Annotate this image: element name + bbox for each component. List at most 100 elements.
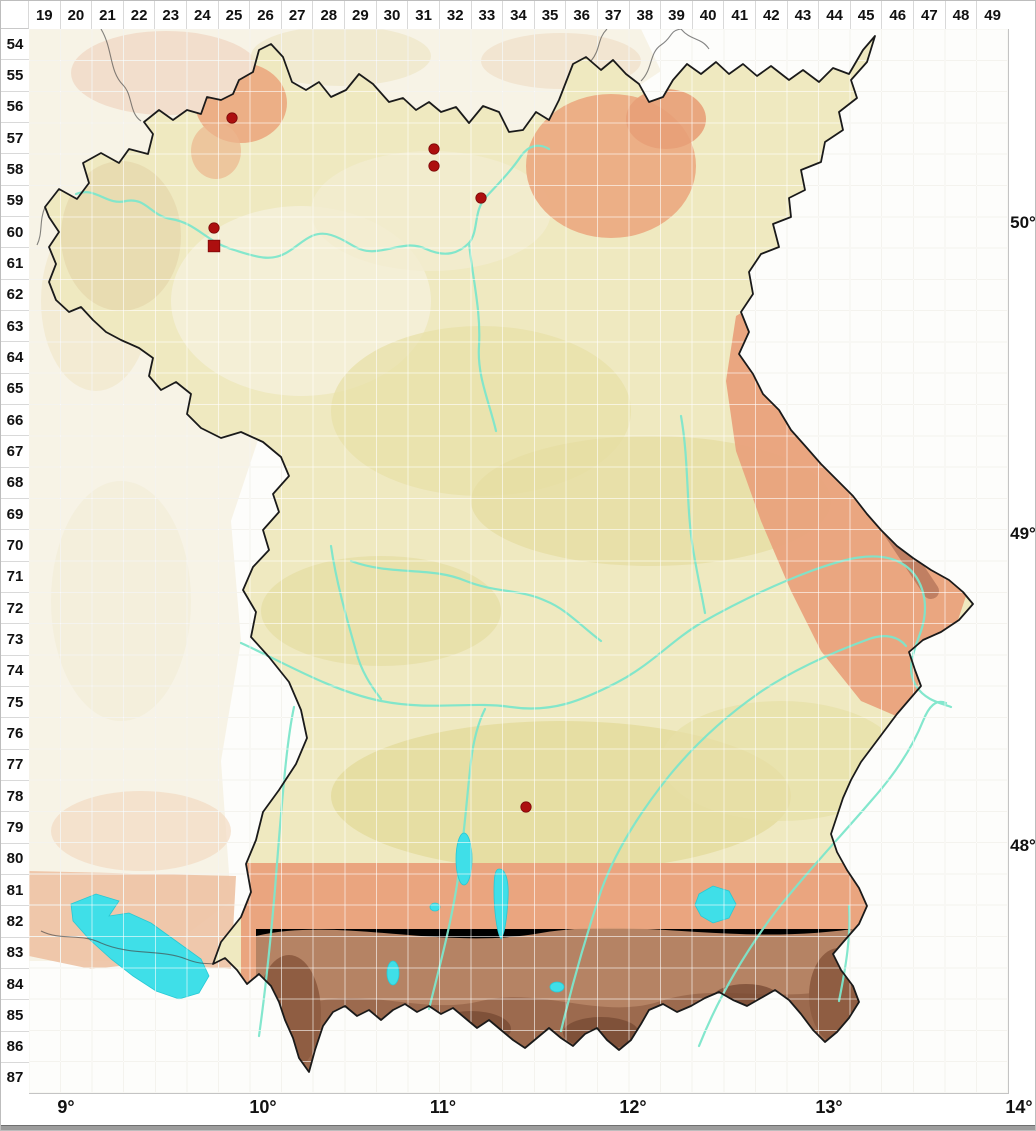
grid-row-label: 84 <box>1 967 29 1000</box>
grid-row-label: 83 <box>1 936 29 968</box>
grid-row-label: 71 <box>1 560 29 592</box>
longitude-label: 11° <box>429 1097 457 1117</box>
grid-row-label: 79 <box>1 811 29 843</box>
river-salzach <box>837 904 851 1003</box>
longitude-axis: 9° 10° 11° 12° 13° 14° <box>1 1094 1035 1125</box>
grid-row-label: 73 <box>1 623 29 655</box>
grid-row-label: 63 <box>1 309 29 342</box>
grid-row-label: 81 <box>1 873 29 906</box>
longitude-label: 13° <box>815 1097 843 1117</box>
grid-column-label: 26 <box>249 1 281 29</box>
grid-lines-inner <box>29 29 1008 1093</box>
longitude-label: 14° <box>1005 1097 1033 1117</box>
grid-column-label: 34 <box>502 1 534 29</box>
river-main <box>74 144 551 259</box>
grid-row-label: 60 <box>1 215 29 248</box>
lake-walchensee <box>549 981 565 993</box>
occurrence-marker-square <box>207 239 221 253</box>
grid-row-label: 77 <box>1 748 29 780</box>
grid-row-label: 61 <box>1 247 29 279</box>
grid-column-label: 36 <box>565 1 597 29</box>
grid-column-label: 45 <box>849 1 882 29</box>
longitude-label: 10° <box>249 1097 277 1117</box>
grid-column-label: 27 <box>280 1 313 29</box>
grid-corner-cell <box>1 1 29 29</box>
grid-column-label: 47 <box>913 1 945 29</box>
latitude-axis: 50° 49° 48° <box>1009 29 1036 1093</box>
grid-column-label: 23 <box>154 1 187 29</box>
grid-column-label: 46 <box>881 1 914 29</box>
occurrence-markers <box>207 112 532 813</box>
occurrence-marker-circle <box>226 112 238 124</box>
river-inn <box>697 700 948 1048</box>
grid-column-label: 38 <box>628 1 661 29</box>
grid-column-label: 43 <box>786 1 819 29</box>
grid-column-label: 29 <box>344 1 376 29</box>
grid-row-label: 86 <box>1 1030 29 1062</box>
occurrence-marker-circle <box>208 222 220 234</box>
lake-ammersee <box>455 832 473 886</box>
grid-column-label: 39 <box>660 1 692 29</box>
grid-row-label: 66 <box>1 403 29 436</box>
grid-row-label: 76 <box>1 717 29 749</box>
bottom-scrollbar-track <box>1 1125 1035 1130</box>
latitude-label: 49° <box>1010 524 1036 543</box>
grid-column-label: 42 <box>755 1 787 29</box>
map-area[interactable] <box>29 29 1009 1094</box>
grid-row-label: 80 <box>1 842 29 874</box>
grid-row-label: 65 <box>1 372 29 404</box>
grid-row-label: 55 <box>1 59 29 91</box>
river-woernitz <box>329 544 383 701</box>
occurrence-marker-circle <box>475 192 487 204</box>
grid-row-label: 75 <box>1 685 29 718</box>
bavaria-relief-map[interactable] <box>29 29 1008 1093</box>
grid-row-label: 62 <box>1 278 29 310</box>
latitude-label: 50° <box>1010 213 1036 232</box>
grid-row-label: 78 <box>1 779 29 812</box>
grid-row-label: 68 <box>1 466 29 498</box>
grid-column-label: 20 <box>59 1 92 29</box>
lake-chiemsee <box>694 885 737 924</box>
grid-column-label: 41 <box>723 1 756 29</box>
grid-column-label: 44 <box>818 1 850 29</box>
grid-column-label: 22 <box>122 1 155 29</box>
grid-row-header-column: 54 55 56 57 58 59 60 61 62 63 64 65 66 67 68 69 70 71 72 73… <box>1 29 30 1094</box>
grid-column-label: 32 <box>438 1 471 29</box>
grid-column-label: 25 <box>217 1 250 29</box>
grid-column-label: 31 <box>407 1 439 29</box>
grid-row-label: 59 <box>1 184 29 216</box>
occurrence-marker-circle <box>428 143 440 155</box>
grid-row-label: 87 <box>1 1061 29 1094</box>
grid-row-label: 74 <box>1 654 29 686</box>
grid-row-label: 64 <box>1 341 29 373</box>
grid-column-label: 21 <box>91 1 123 29</box>
grid-row-label: 56 <box>1 90 29 122</box>
river-altmuehl <box>349 559 603 643</box>
grid-column-label: 24 <box>186 1 218 29</box>
grid-row-label: 82 <box>1 905 29 937</box>
river-danube <box>239 555 953 710</box>
longitude-label: 9° <box>57 1097 75 1117</box>
grid-column-label: 49 <box>976 1 1008 29</box>
grid-column-label: 48 <box>944 1 977 29</box>
grid-row-label: 69 <box>1 497 29 530</box>
lake-staffelsee <box>429 902 441 912</box>
lake-bodensee <box>70 893 210 1000</box>
grid-column-label: 35 <box>533 1 566 29</box>
grid-row-label: 67 <box>1 435 29 467</box>
lake-forggensee <box>386 960 400 986</box>
grid-column-label: 28 <box>312 1 345 29</box>
river-regnitz <box>467 241 498 433</box>
grid-column-label: 30 <box>375 1 408 29</box>
grid-column-header-row: 19 20 21 22 23 24 25 26 27 28 29 30 31 32 33 34 35 36 37 38… <box>29 1 1008 30</box>
grid-row-label: 54 <box>1 29 29 60</box>
neighbour-borders <box>36 29 710 965</box>
rivers <box>74 144 953 1048</box>
grid-row-label: 57 <box>1 121 29 154</box>
lakes <box>70 832 737 1000</box>
grid-column-label: 37 <box>596 1 629 29</box>
grid-row-label: 72 <box>1 591 29 624</box>
river-iller <box>257 705 296 1038</box>
grid-row-label: 70 <box>1 529 29 561</box>
